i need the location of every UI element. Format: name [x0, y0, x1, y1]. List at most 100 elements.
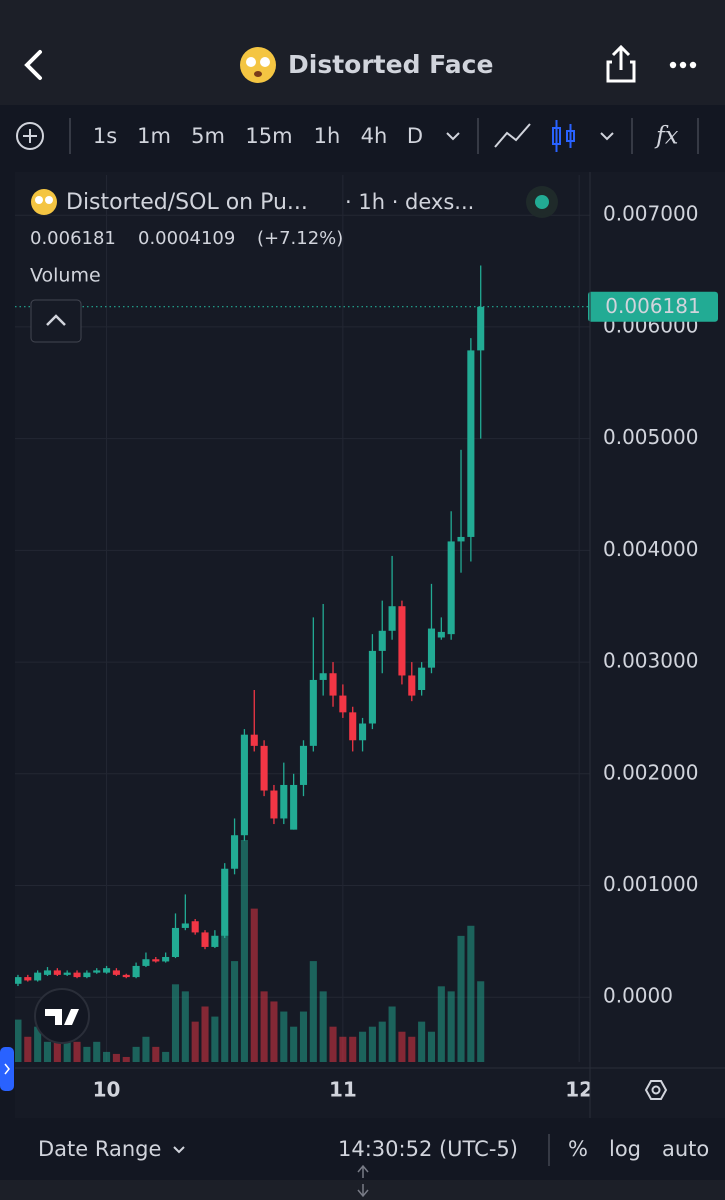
volume-bar	[162, 1051, 170, 1062]
interval-button[interactable]: 5m	[191, 124, 225, 148]
volume-bar	[221, 930, 229, 1062]
volume-bar	[349, 1036, 357, 1062]
more-button[interactable]	[669, 61, 697, 69]
interval-button[interactable]: 15m	[245, 124, 292, 148]
chart-bg	[15, 172, 725, 1118]
line-chart-button[interactable]	[494, 123, 531, 148]
volume-bar	[132, 1046, 140, 1062]
candle-body	[270, 790, 278, 819]
resize-handle[interactable]	[357, 1164, 369, 1198]
candle-chart-button[interactable]	[552, 120, 575, 152]
candle-body	[181, 923, 189, 928]
token-icon-mouth	[254, 71, 262, 77]
interval-button[interactable]: 1s	[93, 124, 117, 148]
share-button[interactable]	[606, 44, 636, 83]
volume-bar	[211, 1016, 219, 1062]
volume-bar	[290, 1026, 298, 1062]
volume-bar	[378, 1021, 386, 1062]
candle-body	[201, 932, 209, 947]
token-icon-eye	[260, 57, 270, 67]
volume-bar	[467, 925, 475, 1062]
interval-button[interactable]: D	[407, 124, 423, 148]
interval-dropdown[interactable]	[446, 132, 460, 141]
candle-body	[103, 968, 111, 973]
collapse-button[interactable]	[30, 299, 82, 343]
volume-bar	[250, 908, 258, 1062]
candle-body	[280, 784, 288, 819]
auto-toggle[interactable]: auto	[662, 1137, 709, 1161]
add-button[interactable]	[16, 122, 44, 150]
volume-bar	[93, 1041, 101, 1062]
last-price-label: 0.006181	[605, 294, 700, 318]
candle-body	[250, 734, 258, 746]
settings-button[interactable]	[644, 1080, 668, 1100]
legend-price: 0.006181	[30, 228, 116, 249]
interval-button[interactable]: 1m	[137, 124, 171, 148]
volume-bar	[171, 984, 180, 1062]
percent-toggle[interactable]: %	[568, 1137, 588, 1161]
last-price-badge	[588, 291, 718, 322]
volume-bar	[418, 1021, 426, 1062]
candle-body	[418, 667, 426, 690]
legend-meta: · 1h · dexs...	[345, 190, 474, 214]
volume-bar	[240, 840, 248, 1062]
volume-bar	[398, 1031, 406, 1062]
y-tick-label: 0.0000	[603, 984, 673, 1008]
volume-bar	[103, 1051, 111, 1062]
legend-icon-eye	[35, 196, 43, 204]
y-tick-label: 0.007000	[603, 202, 698, 226]
log-toggle[interactable]: log	[609, 1137, 641, 1161]
date-range-button[interactable]: Date Range	[38, 1137, 161, 1161]
candle-body	[260, 745, 268, 791]
clock: 14:30:52 (UTC-5)	[338, 1137, 518, 1161]
volume-bar	[24, 1036, 32, 1062]
candle-body	[299, 745, 308, 785]
candle-body	[290, 784, 298, 830]
candle-body	[24, 977, 32, 981]
volume-bar	[309, 961, 317, 1062]
volume-bar	[339, 1036, 347, 1062]
volume-bar	[83, 1046, 91, 1062]
x-tick-label: 11	[329, 1078, 357, 1102]
candle-body	[171, 927, 180, 957]
legend-icon-eye	[45, 196, 53, 204]
volume-bar	[260, 991, 268, 1062]
header-title: Distorted Face	[288, 50, 493, 79]
header-bg	[0, 0, 725, 105]
candle-body	[34, 972, 42, 981]
candle-body	[122, 974, 130, 978]
candle-body	[162, 956, 170, 962]
interval-button[interactable]: 1h	[314, 124, 341, 148]
candle-body	[427, 628, 436, 668]
interval-button[interactable]: 4h	[361, 124, 388, 148]
candle-body	[408, 675, 416, 696]
tradingview-logo-mark	[45, 1009, 79, 1025]
volume-bar	[15, 1019, 22, 1062]
indicator-button[interactable]: fx	[654, 122, 679, 150]
side-panel-toggle[interactable]	[0, 1047, 14, 1091]
volume-bar	[34, 1026, 42, 1062]
candle-body	[231, 835, 239, 869]
candle-body	[349, 712, 357, 741]
candle-body	[339, 695, 347, 713]
date-range-dropdown	[173, 1146, 185, 1154]
candle-body	[378, 630, 386, 651]
chart-type-dropdown[interactable]	[600, 132, 614, 141]
volume-bar	[477, 981, 485, 1062]
volume-pane	[15, 840, 485, 1062]
back-button[interactable]	[24, 50, 42, 80]
volume-bar	[408, 1036, 416, 1062]
volume-bar	[112, 1053, 120, 1062]
candle-body	[398, 606, 406, 676]
candle-body	[63, 972, 71, 975]
legend-volume: Volume	[30, 265, 101, 287]
y-tick-label: 0.002000	[603, 760, 698, 784]
y-tick-label: 0.003000	[603, 649, 698, 673]
volume-bar	[152, 1046, 160, 1062]
token-icon	[240, 47, 276, 83]
volume-bar	[299, 1011, 308, 1062]
y-tick-label: 0.001000	[603, 872, 698, 896]
candle-body	[221, 868, 229, 936]
side-panel-icon	[4, 1063, 10, 1075]
